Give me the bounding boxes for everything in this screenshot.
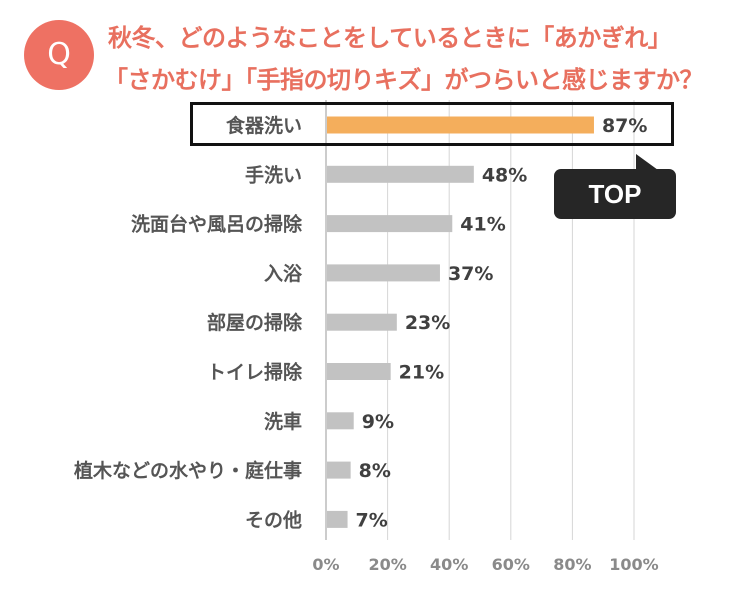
callout-tail <box>636 154 658 170</box>
value-label: 7% <box>356 509 388 531</box>
bar <box>327 313 397 331</box>
category-label: トイレ掃除 <box>207 361 303 384</box>
bar <box>327 412 354 430</box>
bar <box>327 363 391 380</box>
x-tick-label: 20% <box>368 555 406 574</box>
category-label: その他 <box>245 508 302 531</box>
value-label: 87% <box>602 115 647 137</box>
category-label: 部屋の掃除 <box>207 311 303 334</box>
category-label: 洗面台や風呂の掃除 <box>131 213 303 236</box>
value-label: 23% <box>405 312 450 334</box>
value-label: 48% <box>482 164 527 186</box>
top-callout: TOP <box>554 169 676 219</box>
category-label: 手洗い <box>245 163 302 186</box>
chart-title-line-2: 「さかむけ」「手指の切りキズ」がつらいと感じますか？ <box>104 66 704 94</box>
x-tick-label: 0% <box>312 555 339 574</box>
category-label: 入浴 <box>264 263 303 285</box>
bar <box>327 215 453 233</box>
x-tick-label: 60% <box>492 555 530 574</box>
bar <box>327 510 348 528</box>
bar <box>327 461 351 479</box>
value-label: 21% <box>399 362 444 384</box>
x-tick-label: 80% <box>553 555 591 574</box>
top-highlight-box <box>190 102 674 146</box>
value-label: 41% <box>460 214 505 236</box>
bar <box>327 264 440 282</box>
question-badge: Q <box>24 20 94 90</box>
category-label: 食器洗い <box>226 114 302 137</box>
value-label: 8% <box>359 460 391 482</box>
bar <box>327 165 474 183</box>
value-label: 37% <box>448 263 493 285</box>
x-tick-label: 40% <box>430 555 468 574</box>
category-label: 洗車 <box>264 410 302 433</box>
chart-title-line-1: 秋冬、どのようなことをしているときに「あかぎれ」 <box>108 24 672 52</box>
bar <box>327 116 594 134</box>
x-tick-label: 100% <box>609 555 658 574</box>
value-label: 9% <box>362 411 394 433</box>
category-label: 植木などの水やり・庭仕事 <box>74 459 302 482</box>
